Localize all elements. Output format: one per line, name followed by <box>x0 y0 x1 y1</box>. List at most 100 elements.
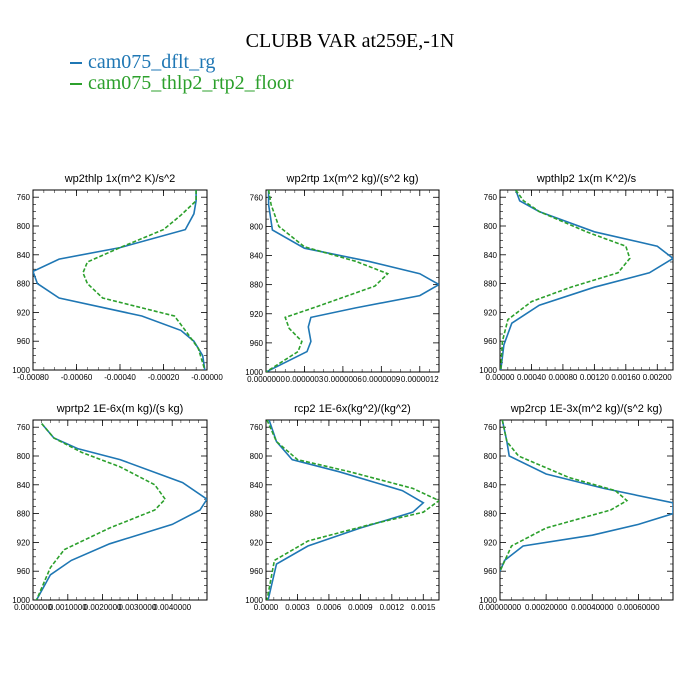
x-tick-label: 0.00060000 <box>617 603 660 612</box>
x-tick-label: 0.0010000 <box>49 603 87 612</box>
legend-swatch <box>70 83 82 86</box>
y-tick-label: 800 <box>250 452 264 461</box>
series-line-dflt <box>33 190 206 370</box>
x-tick-label: 0.0000000 <box>14 603 52 612</box>
y-tick-label: 800 <box>484 222 498 231</box>
y-tick-label: 1000 <box>479 596 497 605</box>
y-tick-label: 1000 <box>245 596 263 605</box>
x-tick-label: 0.00040000 <box>571 603 614 612</box>
y-tick-label: 760 <box>17 423 31 432</box>
y-tick-label: 800 <box>17 222 31 231</box>
x-tick-label: 0.0000003 <box>286 375 324 384</box>
y-tick-label: 920 <box>250 538 264 547</box>
y-tick-label: 800 <box>17 452 31 461</box>
x-tick-label: 0.0000 <box>254 603 279 612</box>
y-tick-label: 960 <box>250 567 264 576</box>
y-tick-label: 920 <box>17 308 31 317</box>
x-tick-label: 0.0020000 <box>84 603 122 612</box>
x-tick-label: 0.0000006 <box>324 375 362 384</box>
y-tick-label: 1000 <box>479 366 497 375</box>
series-line-dflt <box>267 420 425 600</box>
series-line-floor <box>500 190 631 370</box>
y-tick-label: 880 <box>250 510 264 519</box>
y-tick-label: 880 <box>17 280 31 289</box>
plot-frame <box>499 189 674 371</box>
plot-frame <box>32 419 208 601</box>
y-tick-label: 760 <box>484 193 498 202</box>
series-line-dflt <box>500 190 673 370</box>
y-tick-label: 840 <box>484 481 498 490</box>
y-tick-label: 800 <box>250 222 264 231</box>
chart-title: wpthlp2 1x(m K^2)/s <box>536 173 637 185</box>
y-tick-label: 880 <box>484 510 498 519</box>
plot-frame <box>499 419 674 601</box>
series-line-floor <box>35 423 167 600</box>
y-tick-label: 960 <box>484 337 498 346</box>
y-tick-label: 920 <box>250 310 264 319</box>
y-tick-label: 920 <box>484 538 498 547</box>
x-tick-label: 0.0030000 <box>118 603 156 612</box>
y-tick-label: 1000 <box>245 368 263 377</box>
x-tick-label: -0.00080 <box>17 373 49 382</box>
y-tick-label: 960 <box>484 567 498 576</box>
x-tick-label: 0.0009 <box>348 603 373 612</box>
chart-panel-4: wprtp2 1E-6x(m kg)/(s kg) 760 800 840 880 920… <box>12 403 208 612</box>
legend-label: cam075_thlp2_rtp2_floor <box>88 72 294 94</box>
x-tick-label: 0.00160 <box>611 373 640 382</box>
series-line-dflt <box>500 420 673 572</box>
x-tick-label: 0.0000012 <box>401 375 439 384</box>
chart-panel-2: wp2rtp 1x(m^2 kg)/(s^2 kg) 760 800 840 880 92… <box>245 173 440 384</box>
plot-frame <box>265 419 440 601</box>
chart-panel-3: wpthlp2 1x(m K^2)/s 760 800 840 880 920 960 100… <box>479 173 674 382</box>
x-tick-label: -0.00040 <box>104 373 136 382</box>
x-tick-label: 0.00200 <box>643 373 672 382</box>
series-line-floor <box>500 420 629 572</box>
chart-panel-1: wp2thlp 1x(m^2 K)/s^2 760 800 840 880 920 960 1… <box>12 173 223 382</box>
y-tick-label: 760 <box>17 193 31 202</box>
chart-panel-6: wp2rcp 1E-3x(m^2 kg)/(s^2 kg) 760 800 840 88… <box>479 403 674 612</box>
y-tick-label: 840 <box>250 481 264 490</box>
y-tick-label: 960 <box>17 567 31 576</box>
series-line-floor <box>82 190 206 370</box>
x-tick-label: 0.0000009 <box>362 375 400 384</box>
chart-title: wp2thlp 1x(m^2 K)/s^2 <box>64 173 176 185</box>
y-tick-label: 920 <box>17 538 31 547</box>
x-tick-label: 0.00000000 <box>479 603 522 612</box>
y-tick-label: 760 <box>484 423 498 432</box>
y-tick-label: 840 <box>17 251 31 260</box>
y-tick-label: 880 <box>250 281 264 290</box>
legend-label: cam075_dflt_rg <box>88 51 216 73</box>
y-tick-label: 760 <box>250 193 264 202</box>
y-tick-label: 760 <box>250 423 264 432</box>
x-tick-label: 0.0040000 <box>153 603 191 612</box>
y-tick-label: 960 <box>250 339 264 348</box>
series-line-floor <box>266 190 390 372</box>
x-tick-label: 0.0003 <box>285 603 310 612</box>
x-tick-label: -0.00020 <box>148 373 180 382</box>
y-tick-label: 840 <box>250 252 264 261</box>
x-tick-label: 0.0012 <box>380 603 405 612</box>
x-tick-label: 0.00040 <box>517 373 546 382</box>
plot-frame <box>32 189 208 371</box>
y-tick-label: 880 <box>17 510 31 519</box>
x-tick-label: 0.00080 <box>548 373 577 382</box>
chart-title: wprtp2 1E-6x(m kg)/(s kg) <box>56 403 184 415</box>
chart-title: wp2rtp 1x(m^2 kg)/(s^2 kg) <box>286 173 419 185</box>
x-tick-label: 0.00120 <box>580 373 609 382</box>
legend-swatch <box>70 62 82 65</box>
x-tick-label: 0.0006 <box>317 603 342 612</box>
y-tick-label: 840 <box>17 481 31 490</box>
series-line-dflt <box>35 423 207 600</box>
x-tick-label: 0.0000000 <box>247 375 285 384</box>
x-tick-label: -0.00060 <box>61 373 93 382</box>
plot-frame <box>265 189 440 373</box>
y-tick-label: 920 <box>484 308 498 317</box>
x-tick-label: 0.0015 <box>411 603 436 612</box>
series-line-floor <box>266 420 439 600</box>
y-tick-label: 1000 <box>12 366 30 375</box>
series-line-dflt <box>266 190 439 372</box>
chart-title: wp2rcp 1E-3x(m^2 kg)/(s^2 kg) <box>510 403 663 415</box>
legend-entry-dflt: cam075_dflt_rg <box>70 51 215 74</box>
y-tick-label: 800 <box>484 452 498 461</box>
